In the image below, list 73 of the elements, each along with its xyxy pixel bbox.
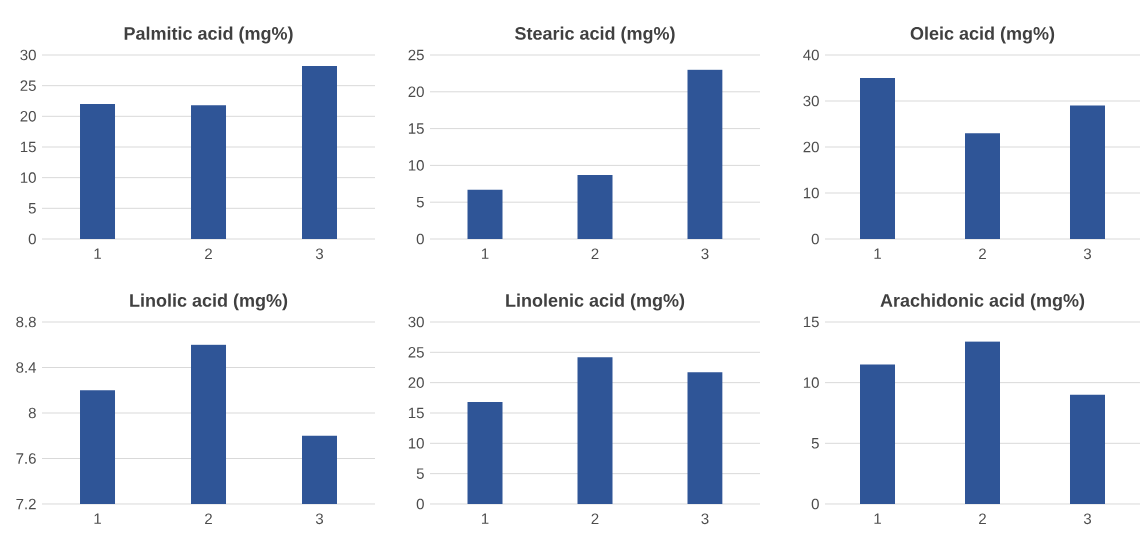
y-tick-label: 0: [416, 498, 424, 510]
bar: [467, 402, 503, 504]
x-tick-label: 2: [979, 248, 986, 259]
y-tick-label: 0: [28, 233, 36, 245]
bar: [80, 104, 116, 239]
y-tick-label: 15: [20, 141, 36, 153]
y-tick-label: 25: [20, 80, 36, 91]
y-tick-label: 10: [20, 172, 36, 183]
x-tick-label: 2: [205, 248, 212, 259]
x-tick-label: 1: [481, 248, 489, 259]
bar: [302, 66, 338, 239]
bar: [1070, 105, 1105, 239]
x-tick-label: 2: [205, 513, 212, 524]
chart-title: Linolenic acid (mg%): [506, 293, 685, 311]
y-tick-label: 30: [408, 316, 424, 328]
bar: [1070, 394, 1105, 504]
bar: [860, 364, 895, 504]
x-tick-label: 2: [979, 513, 986, 524]
bar: [687, 372, 723, 504]
bar: [965, 133, 1000, 239]
x-tick-label: 3: [1083, 513, 1092, 525]
y-tick-label: 8.8: [16, 316, 36, 328]
chart-title: Linolic acid (mg%): [130, 293, 288, 311]
y-tick-label: 20: [803, 141, 819, 153]
y-tick-label: 15: [408, 123, 424, 134]
bar: [687, 69, 723, 239]
chart-title: Arachidonic acid (mg%): [880, 293, 1085, 311]
y-tick-label: 20: [408, 377, 424, 388]
y-tick-label: 20: [408, 86, 424, 98]
x-tick-label: 3: [315, 248, 324, 260]
y-tick-label: 20: [20, 111, 36, 122]
bar: [965, 341, 1000, 504]
y-tick-label: 0: [811, 498, 819, 510]
y-tick-label: 15: [408, 407, 424, 419]
bar: [191, 105, 227, 239]
y-tick-label: 5: [28, 203, 36, 214]
bar: [577, 174, 613, 239]
x-tick-label: 2: [591, 513, 599, 524]
y-tick-label: 5: [811, 438, 819, 449]
y-tick-label: 5: [416, 468, 424, 479]
x-tick-label: 1: [481, 513, 489, 524]
chart-title: Oleic acid (mg%): [910, 26, 1055, 44]
x-tick-label: 1: [874, 513, 881, 524]
y-tick-label: 0: [811, 233, 819, 245]
y-tick-label: 0: [416, 233, 424, 245]
bar: [577, 357, 613, 504]
y-tick-label: 25: [408, 49, 424, 61]
y-tick-label: 15: [803, 316, 819, 328]
y-tick-label: 7.2: [16, 498, 36, 510]
y-tick-label: 30: [20, 49, 36, 61]
x-tick-label: 3: [701, 248, 709, 260]
y-tick-label: 8.4: [16, 362, 37, 373]
x-tick-label: 1: [874, 248, 881, 259]
x-tick-label: 3: [1083, 248, 1092, 260]
x-tick-label: 3: [701, 513, 709, 525]
x-tick-label: 1: [94, 513, 101, 524]
y-tick-label: 10: [408, 438, 424, 449]
chart-title: Stearic acid (mg%): [515, 26, 675, 44]
y-tick-label: 5: [416, 196, 424, 208]
y-tick-label: 30: [803, 95, 819, 107]
y-tick-label: 25: [408, 347, 424, 358]
chart-title: Palmitic acid (mg%): [124, 26, 293, 44]
x-tick-label: 1: [94, 248, 101, 259]
y-tick-label: 8: [28, 407, 36, 419]
bar: [860, 77, 895, 239]
y-tick-label: 7.6: [16, 453, 36, 464]
y-tick-label: 10: [408, 160, 424, 171]
y-tick-label: 10: [803, 377, 819, 388]
bar: [467, 189, 503, 239]
y-tick-label: 10: [803, 187, 819, 199]
x-tick-label: 2: [591, 248, 599, 259]
y-tick-label: 40: [803, 49, 819, 61]
x-tick-label: 3: [315, 513, 324, 525]
